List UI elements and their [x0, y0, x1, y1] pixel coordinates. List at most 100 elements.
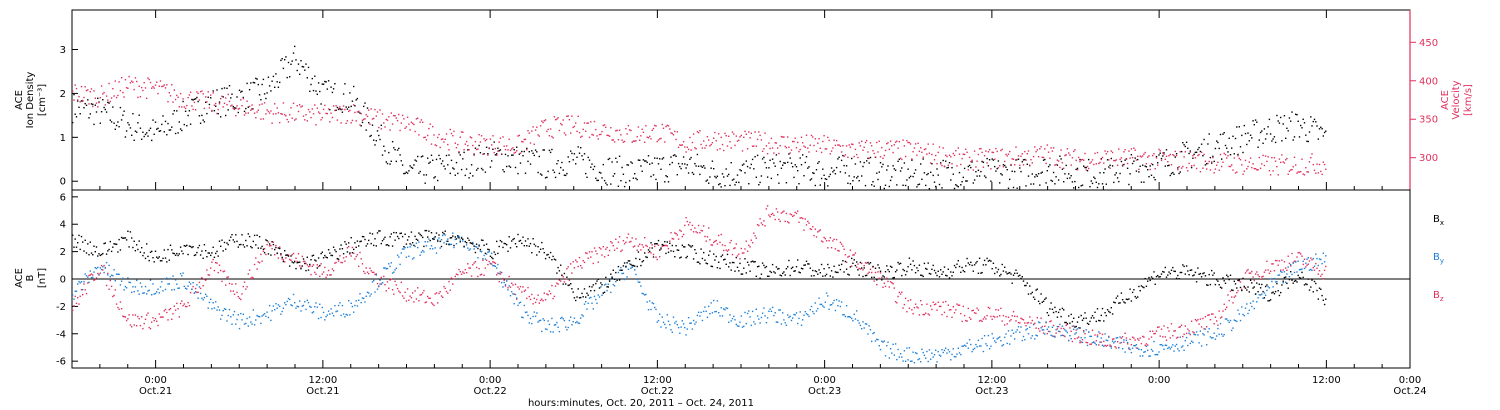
- bz-point: [368, 273, 370, 275]
- velocity-point: [932, 143, 934, 145]
- by-point: [1130, 351, 1133, 354]
- by-point: [369, 295, 371, 297]
- bx-point: [937, 270, 939, 272]
- bx-point: [227, 243, 229, 246]
- density-point: [233, 107, 236, 109]
- density-point: [754, 156, 756, 158]
- by-point: [913, 362, 916, 364]
- velocity-point: [566, 115, 568, 117]
- velocity-point: [918, 150, 921, 152]
- velocity-point: [1207, 162, 1209, 165]
- velocity-point: [128, 75, 130, 78]
- density-point: [188, 110, 191, 112]
- by-point: [1231, 329, 1233, 332]
- bx-point: [783, 271, 785, 273]
- density-point: [1208, 133, 1210, 135]
- bz-point: [102, 269, 104, 271]
- velocity-point: [1142, 155, 1144, 157]
- bz-point: [176, 302, 178, 305]
- bx-point: [659, 249, 661, 251]
- bz-point: [289, 258, 291, 261]
- bx-point: [675, 245, 677, 247]
- velocity-point: [694, 147, 696, 149]
- bz-point: [455, 273, 458, 275]
- density-point: [1209, 156, 1212, 159]
- velocity-point: [523, 138, 525, 141]
- density-point: [566, 172, 568, 175]
- density-point: [917, 184, 919, 186]
- by-point: [700, 311, 702, 314]
- velocity-point: [315, 124, 317, 126]
- velocity-point: [398, 113, 400, 116]
- bx-point: [524, 240, 527, 242]
- velocity-point: [381, 113, 384, 115]
- density-point: [1258, 139, 1260, 141]
- by-point: [802, 319, 804, 321]
- by-point: [1068, 339, 1070, 342]
- velocity-point: [141, 86, 143, 89]
- bz-point: [869, 268, 872, 270]
- bz-point: [477, 275, 479, 278]
- by-point: [368, 292, 370, 294]
- velocity-point: [1019, 164, 1021, 167]
- by-point: [1046, 328, 1048, 330]
- velocity-point: [782, 136, 784, 138]
- bx-point: [957, 260, 959, 262]
- bz-point: [607, 254, 609, 256]
- by-point: [452, 232, 454, 234]
- velocity-point: [299, 104, 301, 106]
- velocity-point: [1007, 153, 1010, 155]
- density-point: [534, 149, 537, 151]
- by-point: [1247, 312, 1249, 315]
- density-point: [1057, 179, 1060, 181]
- velocity-point: [1217, 161, 1219, 163]
- velocity-point: [640, 135, 642, 137]
- bz-point: [1316, 267, 1318, 269]
- bx-point: [1258, 283, 1260, 285]
- by-point: [366, 291, 369, 293]
- bz-point: [695, 231, 697, 233]
- bz-point: [462, 271, 464, 273]
- bz-point: [80, 289, 83, 291]
- bz-point: [396, 287, 399, 290]
- bx-point: [699, 263, 701, 265]
- velocity-point: [912, 151, 914, 153]
- bx-point: [280, 253, 282, 255]
- by-point: [1145, 345, 1148, 347]
- by-point: [194, 291, 197, 293]
- bz-point: [704, 235, 706, 238]
- bz-point: [768, 214, 770, 216]
- bz-point: [1085, 341, 1087, 344]
- by-point: [612, 283, 614, 286]
- by-point: [335, 310, 337, 313]
- velocity-point: [635, 140, 637, 142]
- bx-point: [906, 270, 908, 273]
- velocity-point: [676, 131, 678, 133]
- density-point: [848, 175, 850, 177]
- bx-point: [179, 246, 182, 248]
- bx-point: [274, 248, 276, 251]
- density-point: [463, 151, 465, 154]
- density-point: [374, 144, 376, 146]
- velocity-point: [235, 115, 237, 117]
- density-point: [336, 106, 339, 109]
- density-point: [942, 159, 944, 162]
- density-point: [1115, 172, 1117, 174]
- density-point: [912, 175, 914, 178]
- bz-point: [411, 292, 414, 294]
- bx-point: [95, 246, 98, 248]
- by-point: [210, 298, 212, 300]
- by-point: [800, 324, 803, 326]
- bx-point: [887, 269, 889, 271]
- velocity-point: [665, 125, 667, 128]
- bz-point: [1017, 321, 1020, 324]
- by-point: [681, 320, 683, 322]
- by-point: [212, 302, 214, 304]
- bz-point: [802, 217, 804, 220]
- bx-point: [401, 235, 404, 238]
- density-axis-tick-label: 1: [60, 133, 66, 144]
- velocity-point: [492, 135, 494, 137]
- bx-point: [715, 255, 717, 258]
- velocity-point: [1172, 154, 1174, 156]
- by-point: [1222, 335, 1224, 337]
